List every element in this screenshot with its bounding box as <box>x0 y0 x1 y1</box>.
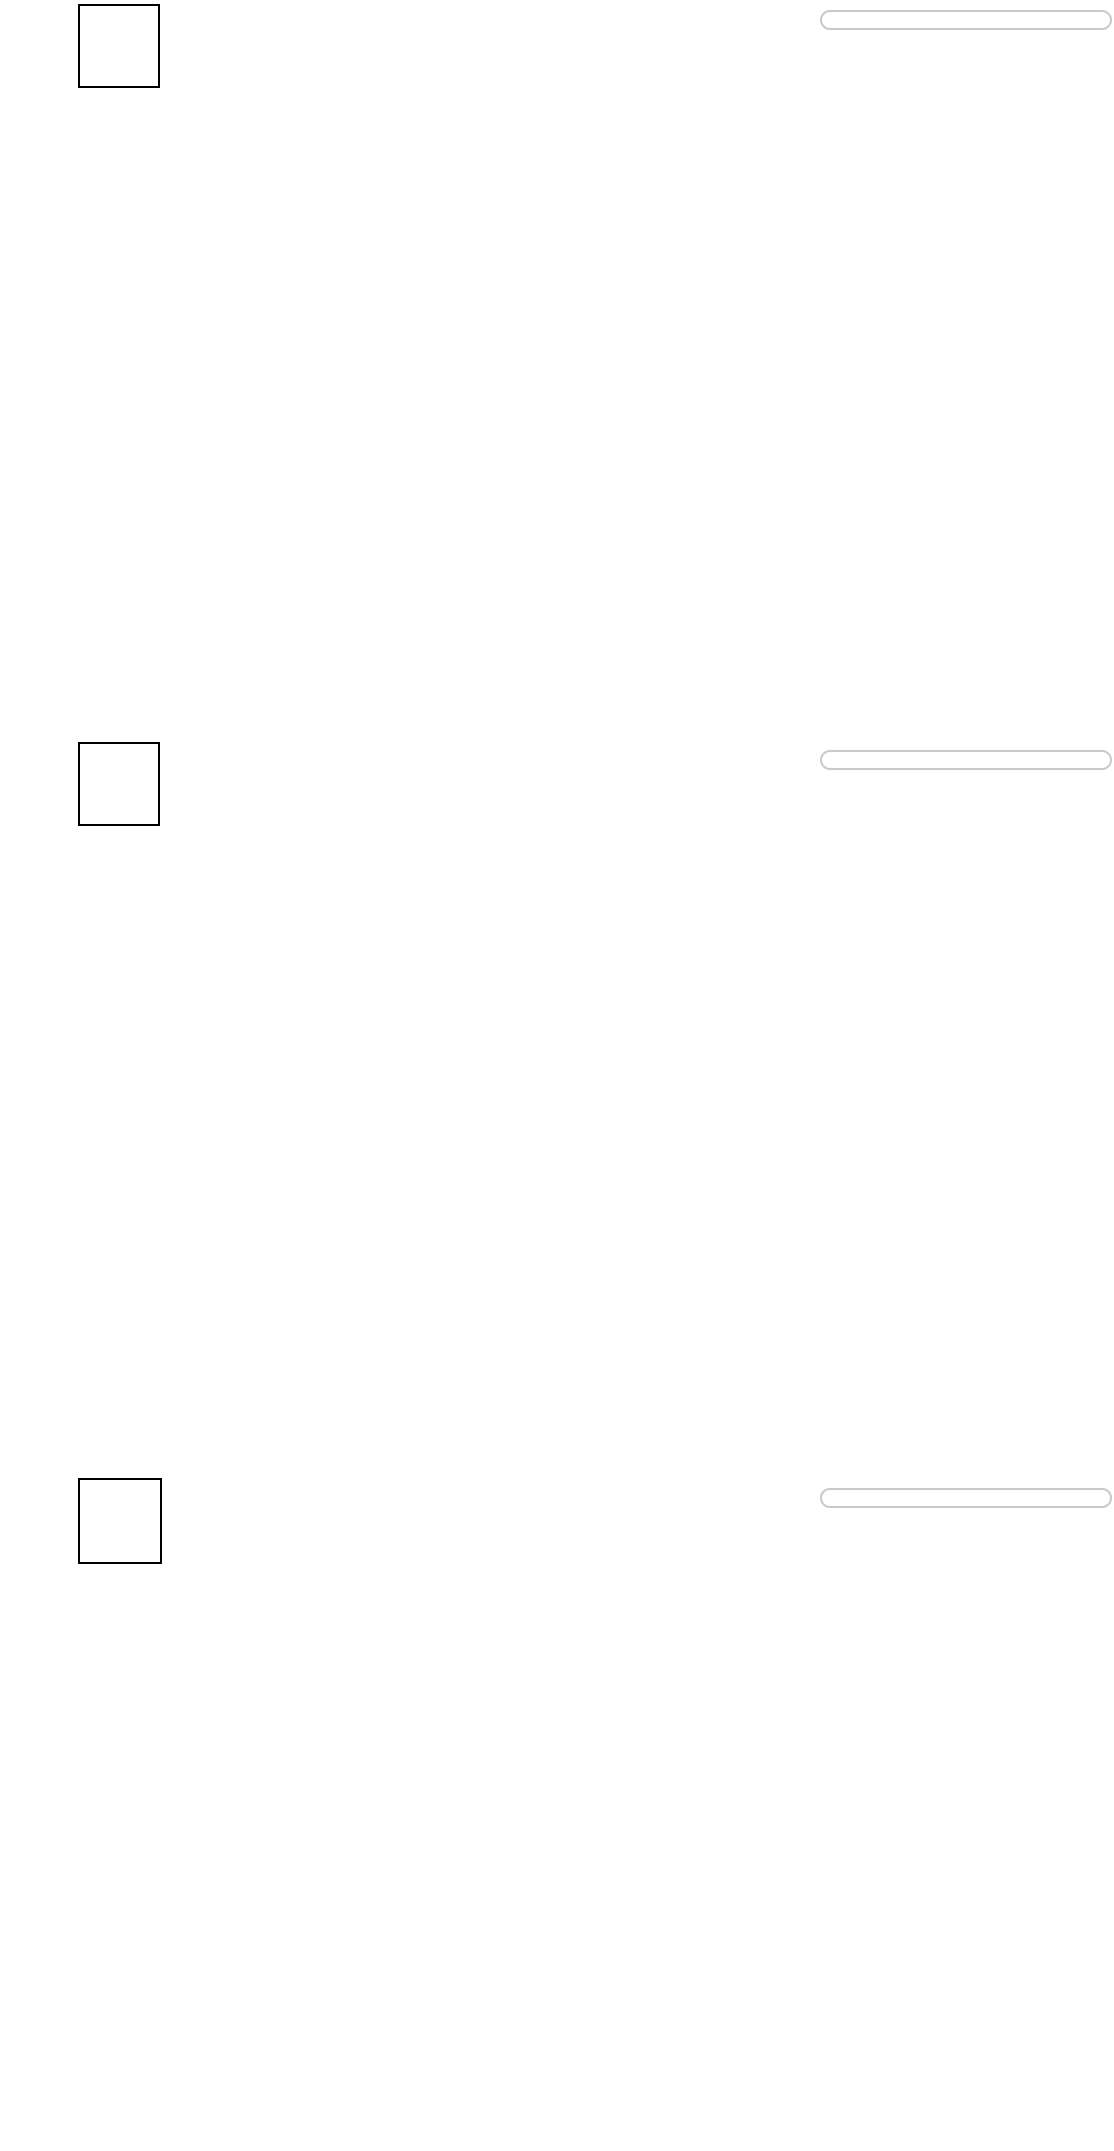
panel-b-chart <box>0 730 1114 1460</box>
panel-c-chart <box>0 1460 1114 2151</box>
panel-b-tag <box>78 742 160 826</box>
panel-c-legend <box>820 1488 1112 1508</box>
panel-a-chart <box>0 0 1114 730</box>
panel-b-legend <box>820 750 1112 770</box>
panel-c-tag <box>78 1478 162 1564</box>
panel-a-y-axis-title <box>16 90 52 510</box>
panel-b-y-axis-title <box>16 821 52 1241</box>
panel-a-tag <box>78 4 160 88</box>
panel-a-legend <box>820 10 1112 30</box>
panel-c-y-axis-title <box>16 1560 52 1980</box>
